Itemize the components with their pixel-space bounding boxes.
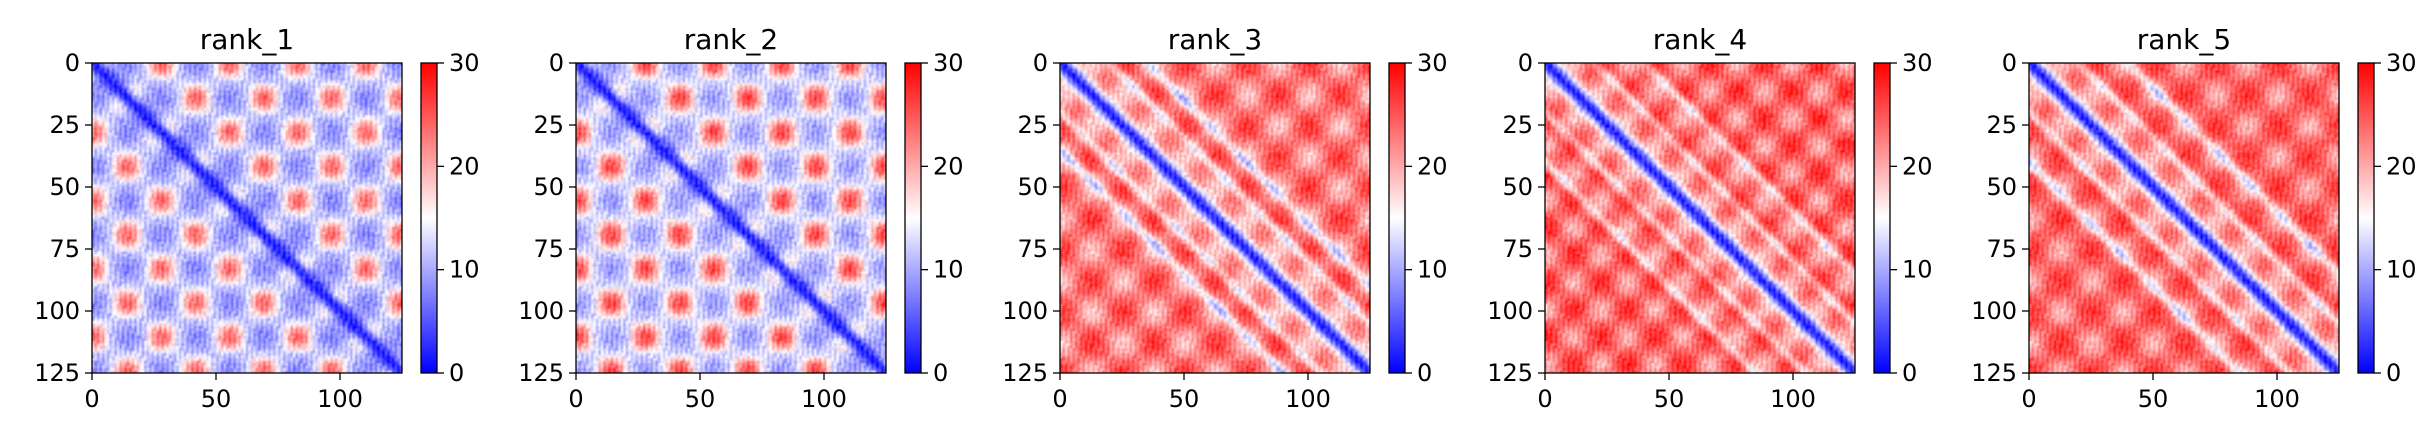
colorbar-tick-label: 30: [1417, 49, 1448, 77]
x-tick-label: 0: [84, 385, 99, 413]
y-tick-label: 75: [49, 235, 80, 263]
x-tick-label: 100: [1285, 385, 1331, 413]
colorbar: 0 10 20 30: [1873, 49, 1933, 387]
colorbar: 0 10 20 30: [2357, 49, 2417, 387]
y-tick-label: 75: [1017, 235, 1048, 263]
plot-frame: [2028, 62, 2340, 374]
colorbar-tick-label: 30: [933, 49, 964, 77]
y-tick-label: 50: [1986, 173, 2017, 201]
colorbar-tick-label: 10: [2386, 256, 2417, 284]
colorbar-bar: [1388, 62, 1406, 374]
plot-frame: [91, 62, 403, 374]
y-tick-label: 125: [518, 359, 564, 387]
y-tick-label: 100: [34, 297, 80, 325]
x-tick-label: 0: [1052, 385, 1067, 413]
y-tick-label: 25: [49, 111, 80, 139]
colorbar-tick-label: 30: [1902, 49, 1933, 77]
colorbar-tick-label: 0: [1902, 359, 1917, 387]
x-tick-label: 100: [801, 385, 847, 413]
heatmap-image: [2029, 63, 2339, 373]
y-tick-label: 50: [533, 173, 564, 201]
y-tick-label: 125: [1002, 359, 1048, 387]
y-tick-label: 0: [1518, 49, 1533, 77]
x-tick-label: 50: [685, 385, 716, 413]
y-tick-label: 25: [1502, 111, 1533, 139]
colorbar-tick-label: 30: [2386, 49, 2417, 77]
panel-title: rank_2: [684, 23, 778, 56]
colorbar: 0 10 20 30: [904, 49, 964, 387]
panel-title: rank_1: [200, 23, 294, 56]
x-tick-label: 50: [2138, 385, 2169, 413]
colorbar-tick-label: 10: [1902, 256, 1933, 284]
y-tick-label: 25: [1986, 111, 2017, 139]
y-tick-label: 100: [1487, 297, 1533, 325]
plot-frame: [575, 62, 887, 374]
heatmap-image: [1060, 63, 1370, 373]
x-tick-label: 50: [201, 385, 232, 413]
panel-title: rank_3: [1168, 23, 1262, 56]
colorbar-bar: [1873, 62, 1891, 374]
plot-frame: [1544, 62, 1856, 374]
panel-title: rank_5: [2137, 23, 2231, 56]
colorbar-tick-label: 0: [2386, 359, 2401, 387]
x-tick-label: 100: [317, 385, 363, 413]
colorbar-bar: [2357, 62, 2375, 374]
x-tick-label: 0: [2021, 385, 2036, 413]
y-tick-label: 75: [1986, 235, 2017, 263]
colorbar-bar: [904, 62, 922, 374]
x-tick-label: 0: [1537, 385, 1552, 413]
y-tick-label: 50: [1502, 173, 1533, 201]
colorbar-tick-label: 20: [1417, 152, 1448, 180]
y-tick-label: 25: [1017, 111, 1048, 139]
x-tick-label: 50: [1654, 385, 1685, 413]
y-tick-label: 0: [65, 49, 80, 77]
colorbar-tick-label: 30: [449, 49, 480, 77]
y-tick-label: 50: [1017, 173, 1048, 201]
colorbar: 0 10 20 30: [420, 49, 480, 387]
colorbar: 0 10 20 30: [1388, 49, 1448, 387]
y-tick-label: 100: [518, 297, 564, 325]
y-tick-label: 125: [1971, 359, 2017, 387]
y-tick-label: 125: [34, 359, 80, 387]
colorbar-tick-label: 0: [1417, 359, 1432, 387]
colorbar-tick-label: 10: [1417, 256, 1448, 284]
panel-title: rank_4: [1653, 23, 1747, 56]
y-tick-label: 0: [1033, 49, 1048, 77]
colorbar-tick-label: 20: [449, 152, 480, 180]
y-tick-label: 100: [1002, 297, 1048, 325]
x-tick-label: 100: [1770, 385, 1816, 413]
colorbar-tick-label: 20: [2386, 152, 2417, 180]
colorbar-tick-label: 10: [933, 256, 964, 284]
y-tick-label: 0: [549, 49, 564, 77]
colorbar-tick-label: 0: [449, 359, 464, 387]
x-tick-label: 50: [1169, 385, 1200, 413]
heatmap-image: [1545, 63, 1855, 373]
colorbar-bar: [420, 62, 438, 374]
colorbar-tick-label: 10: [449, 256, 480, 284]
colorbar-tick-label: 20: [1902, 152, 1933, 180]
colorbar-tick-label: 20: [933, 152, 964, 180]
y-tick-label: 0: [2002, 49, 2017, 77]
x-tick-label: 0: [568, 385, 583, 413]
y-tick-label: 75: [1502, 235, 1533, 263]
heatmap-image: [576, 63, 886, 373]
y-tick-label: 125: [1487, 359, 1533, 387]
y-tick-label: 100: [1971, 297, 2017, 325]
x-tick-label: 100: [2254, 385, 2300, 413]
y-tick-label: 25: [533, 111, 564, 139]
colorbar-tick-label: 0: [933, 359, 948, 387]
y-tick-label: 50: [49, 173, 80, 201]
y-tick-label: 75: [533, 235, 564, 263]
heatmap-image: [92, 63, 402, 373]
plot-frame: [1059, 62, 1371, 374]
